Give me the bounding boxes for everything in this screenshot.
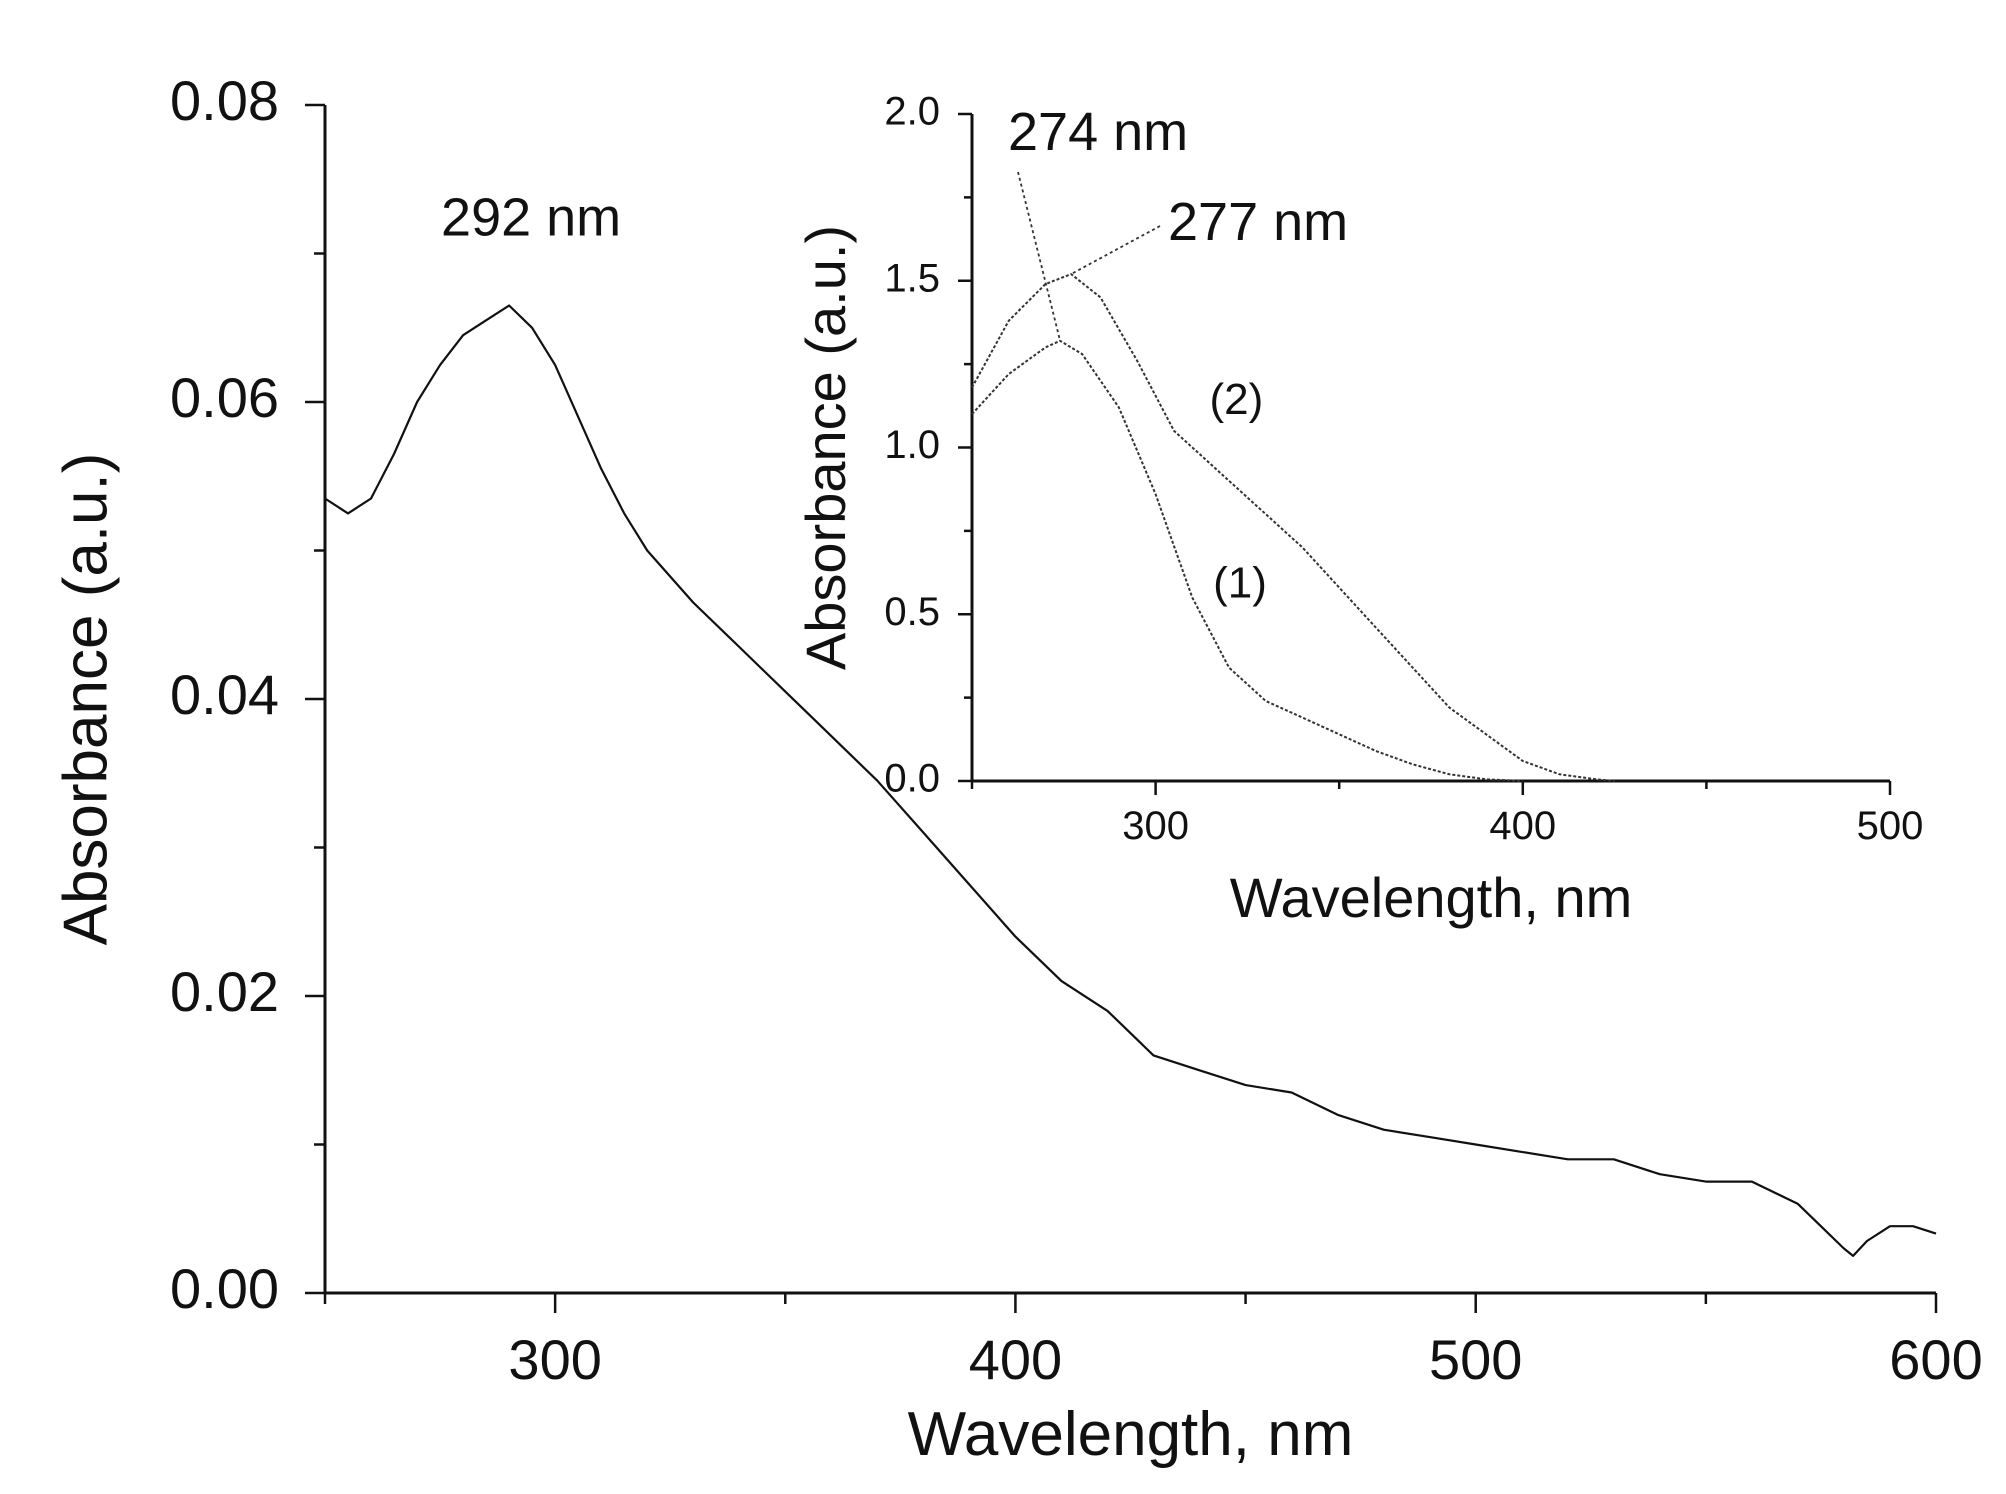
main-ticks: 300 400 500 600 0.00 0.02 0.04 0.06 0.08 xyxy=(170,69,1983,1391)
main-spectrum-line xyxy=(324,304,1937,1257)
inset-277-leader-line xyxy=(1070,225,1161,275)
inset-x-tick-label: 400 xyxy=(1489,804,1556,848)
inset-curve-label-2: (2) xyxy=(1209,375,1263,424)
inset-274-leader-line xyxy=(1017,171,1061,342)
inset-peak-annotation-274: 274 nm xyxy=(1008,102,1188,162)
main-x-tick-label: 400 xyxy=(969,1328,1062,1391)
inset-y-tick-label: 2.0 xyxy=(884,90,940,134)
main-chart: 300 400 500 600 0.00 0.02 0.04 0.06 0.08 Wavelen… xyxy=(51,69,1982,1469)
inset-y-axis-title: Absorbance (a.u.) xyxy=(794,225,857,670)
inset-series-line-2 xyxy=(971,273,1615,782)
inset-y-tick-label: 1.5 xyxy=(884,256,940,300)
main-y-axis-title: Absorbance (a.u.) xyxy=(51,453,120,946)
inset-peak-annotation-277: 277 nm xyxy=(1168,192,1348,252)
inset-series-line-1 xyxy=(971,339,1523,782)
main-y-tick-label: 0.08 xyxy=(170,69,279,132)
main-x-tick-label: 600 xyxy=(1889,1328,1982,1391)
inset-x-axis-title: Wavelength, nm xyxy=(1230,866,1633,929)
main-series xyxy=(324,304,1937,1257)
inset-y-tick-label: 0.5 xyxy=(884,590,940,634)
inset-series xyxy=(971,273,1615,782)
inset-y-tick-label: 1.0 xyxy=(884,423,940,467)
inset-curve-label-1: (1) xyxy=(1213,559,1267,608)
inset-ticks: 300 400 500 0.0 0.5 1.0 1.5 2.0 xyxy=(884,90,1923,848)
main-y-tick-label: 0.00 xyxy=(170,1257,279,1320)
inset-y-tick-label: 0.0 xyxy=(884,757,940,801)
inset-x-tick-label: 300 xyxy=(1122,804,1189,848)
main-x-tick-label: 300 xyxy=(508,1328,601,1391)
main-y-tick-label: 0.02 xyxy=(170,960,279,1023)
inset-background xyxy=(974,114,1892,781)
main-x-axis-title: Wavelength, nm xyxy=(908,1400,1354,1469)
inset-x-tick-label: 500 xyxy=(1857,804,1924,848)
main-y-tick-label: 0.06 xyxy=(170,366,279,429)
main-y-tick-label: 0.04 xyxy=(170,663,279,726)
main-x-tick-label: 500 xyxy=(1429,1328,1522,1391)
main-peak-annotation: 292 nm xyxy=(441,187,621,247)
